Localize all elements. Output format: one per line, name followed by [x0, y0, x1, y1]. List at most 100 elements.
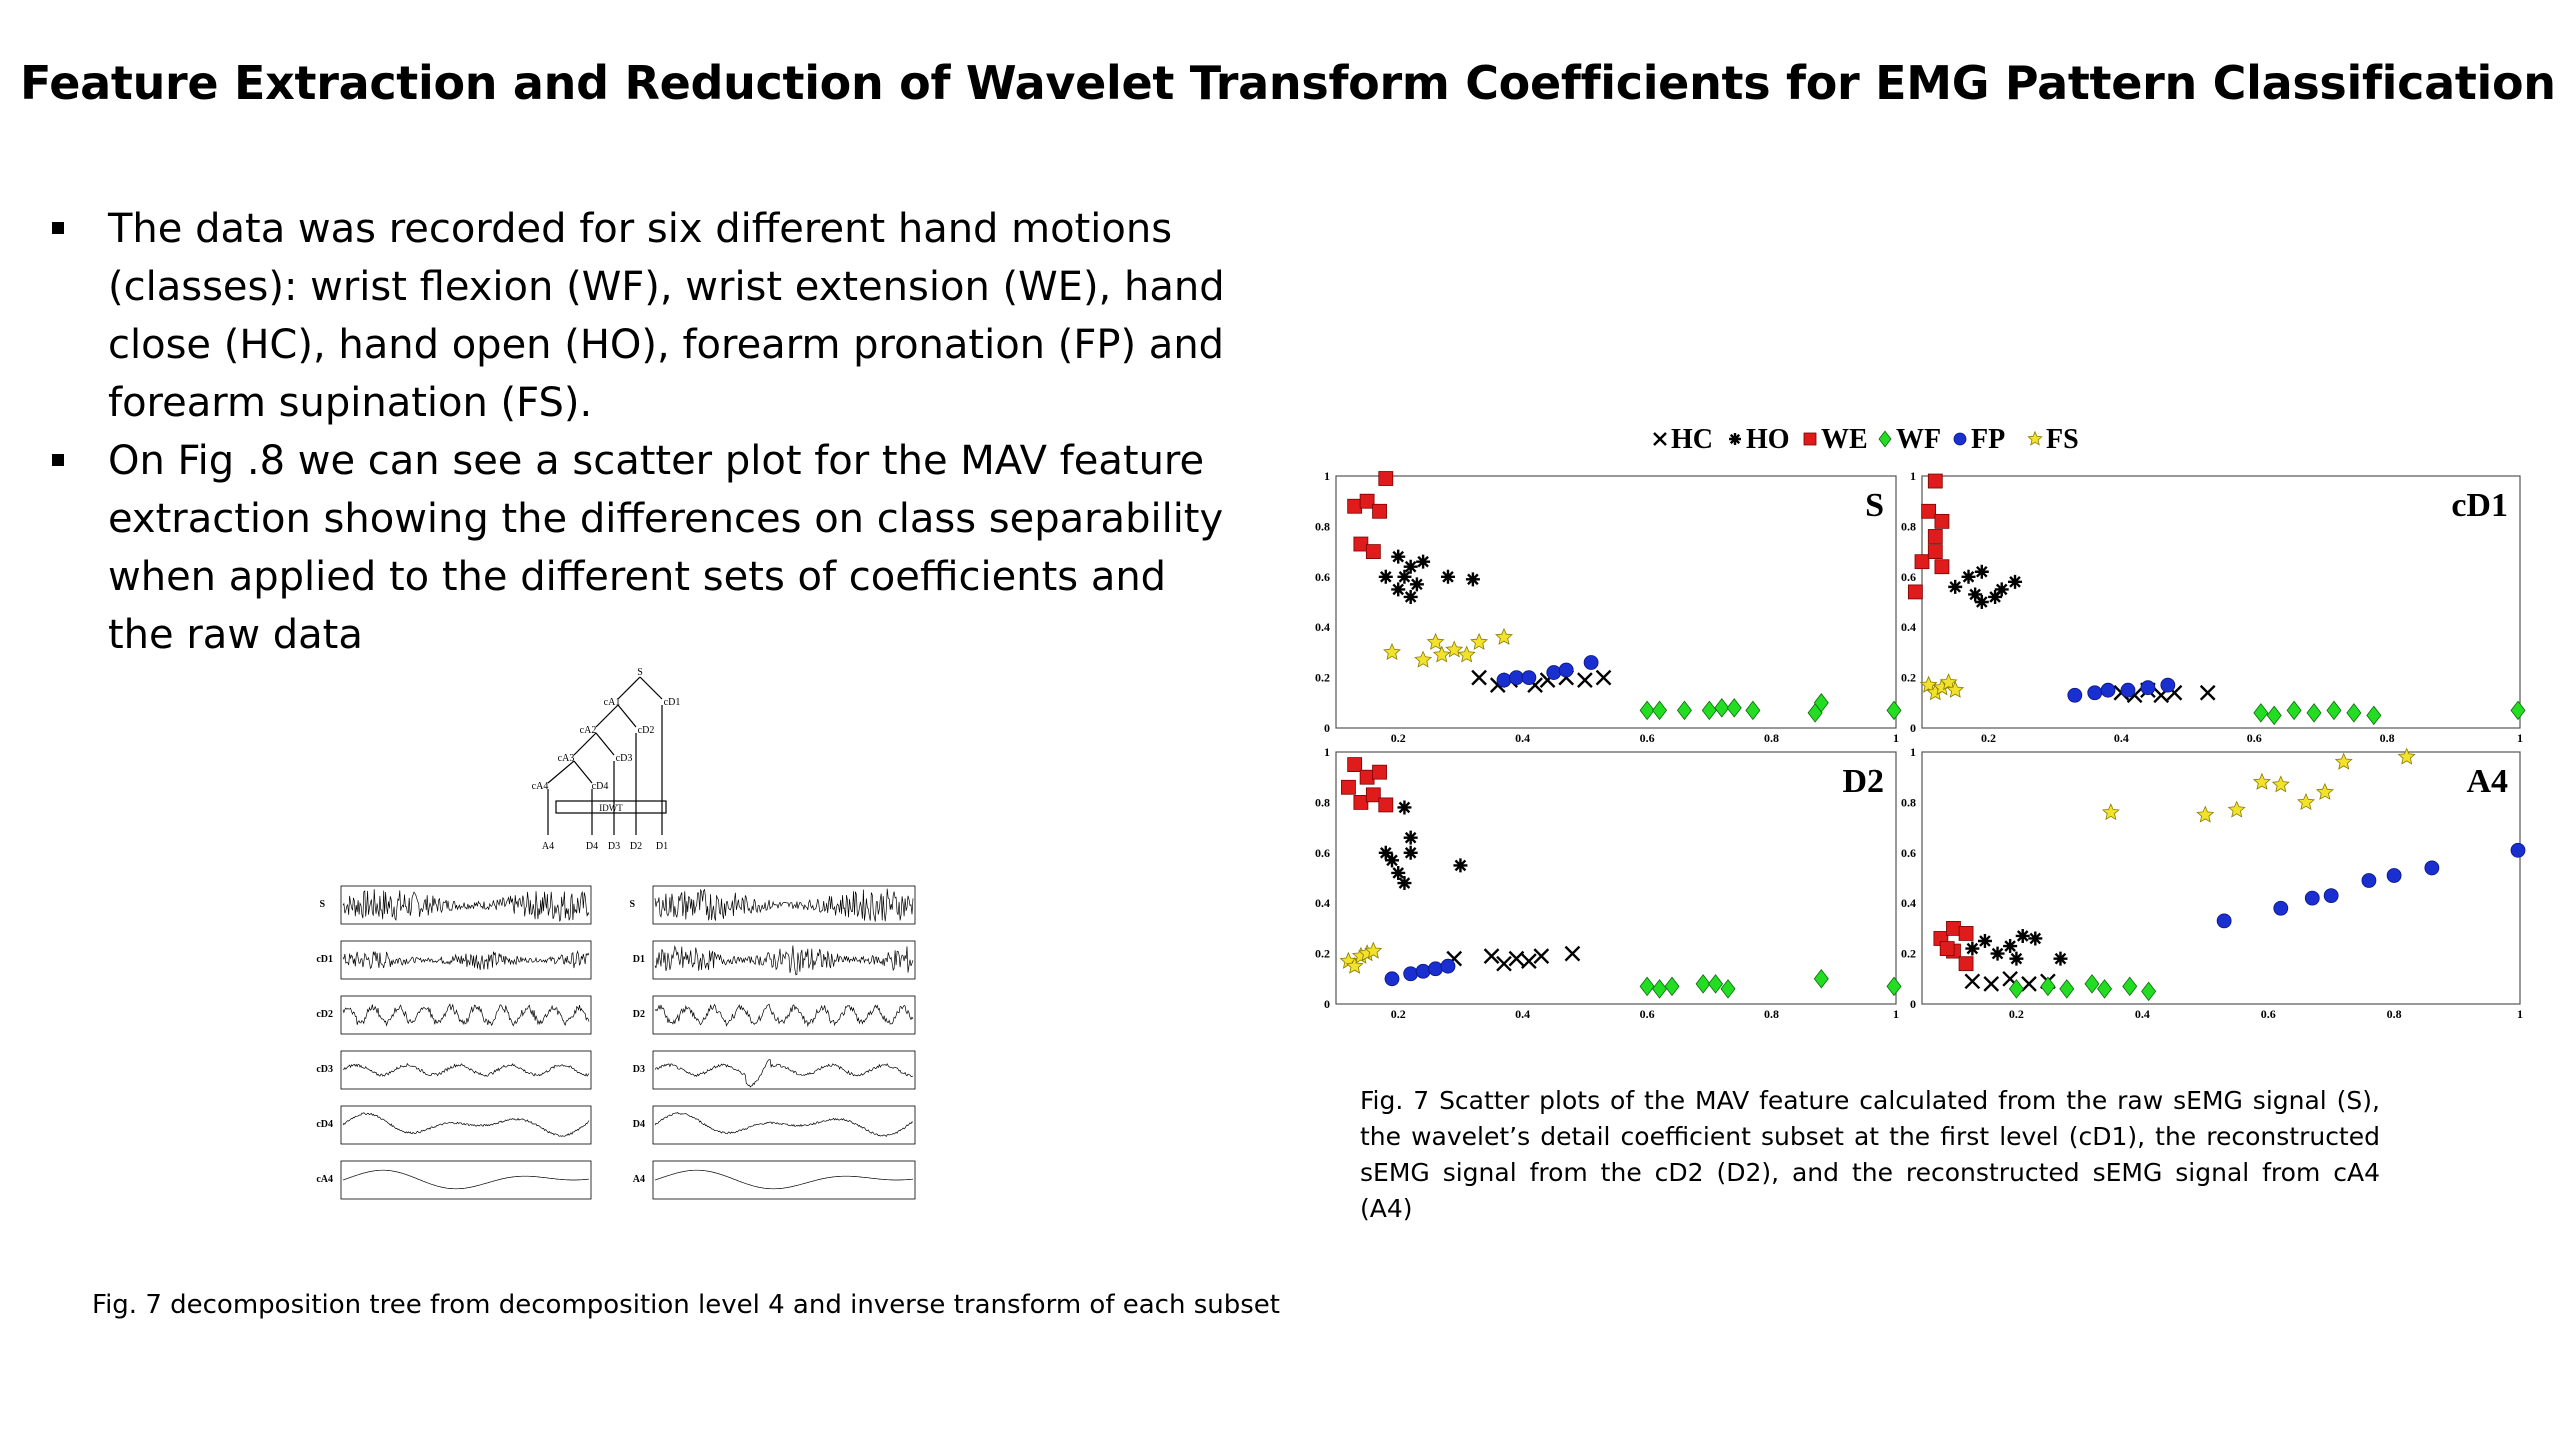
- legend-label: WE: [1821, 424, 1868, 455]
- data-point-fs: [2252, 772, 2271, 790]
- data-point-wf: [1886, 976, 1902, 997]
- data-point-fp: [2273, 900, 2289, 916]
- data-point-ho: [1391, 549, 1406, 564]
- data-point-wf: [2040, 976, 2056, 997]
- signal-trace: [342, 1062, 590, 1077]
- y-tick-label: 0.2: [1315, 947, 1330, 961]
- data-point-ho: [1453, 858, 1468, 873]
- data-point-fs: [2334, 752, 2353, 770]
- y-tick-label: 0.8: [1315, 519, 1330, 533]
- data-point-fp: [1496, 672, 1512, 688]
- data-point-we: [1365, 544, 1381, 559]
- data-point-we: [1921, 503, 1937, 519]
- panel-frame: [1921, 751, 2521, 1005]
- data-point-wf: [2097, 979, 2113, 999]
- data-point-we: [1946, 920, 1961, 936]
- data-point-ho: [1403, 845, 1418, 860]
- data-point-we: [1378, 471, 1394, 486]
- data-point-fs: [1919, 675, 1938, 693]
- signal-frame: [340, 1050, 592, 1090]
- data-point-fs: [1470, 632, 1489, 650]
- data-point-wf: [1639, 700, 1655, 721]
- signal-frame: [340, 995, 592, 1035]
- data-point-ho: [1968, 587, 1983, 602]
- data-point-fp: [2140, 680, 2156, 696]
- data-point-fs: [2227, 800, 2246, 818]
- legend-label: FS: [2046, 424, 2079, 455]
- data-point-wf: [2122, 976, 2138, 997]
- data-point-hc: [1595, 669, 1612, 686]
- data-point-wf: [2253, 703, 2269, 723]
- data-point-ho: [1397, 569, 1412, 584]
- data-point-ho: [1990, 946, 2005, 961]
- data-point-wf: [1886, 700, 1902, 721]
- data-point-fs: [1946, 680, 1965, 698]
- data-point-wf: [2141, 981, 2157, 1002]
- tree-node: cD4: [592, 781, 609, 792]
- data-point-fp: [2323, 888, 2339, 904]
- y-tick-label: 1: [1910, 469, 1916, 483]
- y-tick-label: 0.4: [1315, 896, 1330, 910]
- signal-label: cD2: [316, 1009, 333, 1020]
- data-point-wf: [1813, 969, 1829, 989]
- data-point-ho: [1403, 559, 1418, 574]
- legend-label: HO: [1746, 424, 1790, 455]
- y-tick-label: 0.4: [1901, 896, 1916, 910]
- data-point-ho: [1977, 934, 1992, 948]
- data-point-we: [1359, 769, 1375, 785]
- data-point-wf: [2306, 703, 2322, 723]
- data-point-ho: [1391, 582, 1406, 597]
- y-tick-label: 0.4: [1901, 620, 1916, 634]
- signal-label: D3: [633, 1064, 645, 1075]
- data-point-fp: [2120, 682, 2136, 698]
- data-point-wf: [1676, 700, 1692, 721]
- data-point-fs: [1939, 673, 1958, 691]
- data-point-ho: [1397, 876, 1412, 891]
- bullet-marker: [52, 222, 64, 234]
- data-point-we: [1378, 797, 1394, 813]
- x-tick-label: 1: [2517, 1007, 2523, 1021]
- data-point-we: [1372, 764, 1387, 780]
- data-point-wf: [1664, 976, 1680, 997]
- data-point-wf: [2008, 979, 2024, 999]
- legend-marker: [2027, 430, 2043, 446]
- data-point-wf: [1813, 693, 1829, 713]
- data-point-fs: [1414, 650, 1433, 668]
- data-point-we: [1927, 544, 1943, 559]
- data-point-wf: [1701, 700, 1717, 721]
- scatter-panel-s: 0 0.2 0.4 0.6 0.8 1 0.2 0.4 0.6 0.8 1 S: [1315, 469, 1902, 745]
- chart-legend: HC HO WE WF FP FS: [1653, 424, 2079, 455]
- signal-label: D1: [633, 954, 645, 965]
- y-tick-label: 0: [1910, 997, 1916, 1011]
- legend-marker: [1803, 432, 1817, 446]
- y-tick-label: 0: [1324, 721, 1330, 735]
- data-point-ho: [1994, 582, 2009, 597]
- data-point-fs: [2397, 747, 2416, 765]
- data-point-fp: [1384, 971, 1400, 987]
- data-point-fp: [2424, 860, 2440, 876]
- tree-node: cA1: [604, 697, 621, 708]
- legend-marker: [1653, 432, 1667, 446]
- data-point-we: [1341, 779, 1356, 795]
- legend-label: FP: [1971, 424, 2005, 455]
- figure-caption-left: Fig. 7 decomposition tree from decomposi…: [92, 1290, 1280, 1320]
- data-point-wf: [2326, 700, 2342, 721]
- data-point-fp: [1521, 670, 1537, 686]
- data-point-wf: [2510, 700, 2526, 721]
- legend-marker: [1953, 432, 1967, 446]
- data-point-wf: [2266, 705, 2282, 726]
- data-point-fp: [2510, 842, 2526, 858]
- data-point-ho: [1465, 572, 1480, 587]
- data-point-fs: [2271, 775, 2290, 793]
- scatter-panel-a4: 0 0.2 0.4 0.6 0.8 1 0.2 0.4 0.6 0.8 1 A4: [1901, 745, 2526, 1021]
- data-point-ho: [1948, 579, 1963, 594]
- data-point-we: [1347, 498, 1363, 514]
- tree-box-label: IDWT: [599, 803, 623, 813]
- y-tick-label: 0.4: [1315, 620, 1330, 634]
- data-point-we: [1914, 554, 1930, 570]
- tree-node: S: [637, 667, 643, 678]
- x-tick-label: 0.6: [2247, 731, 2262, 745]
- x-tick-label: 1: [1893, 1007, 1899, 1021]
- x-tick-label: 0.2: [1391, 731, 1406, 745]
- data-point-wf: [2346, 703, 2362, 723]
